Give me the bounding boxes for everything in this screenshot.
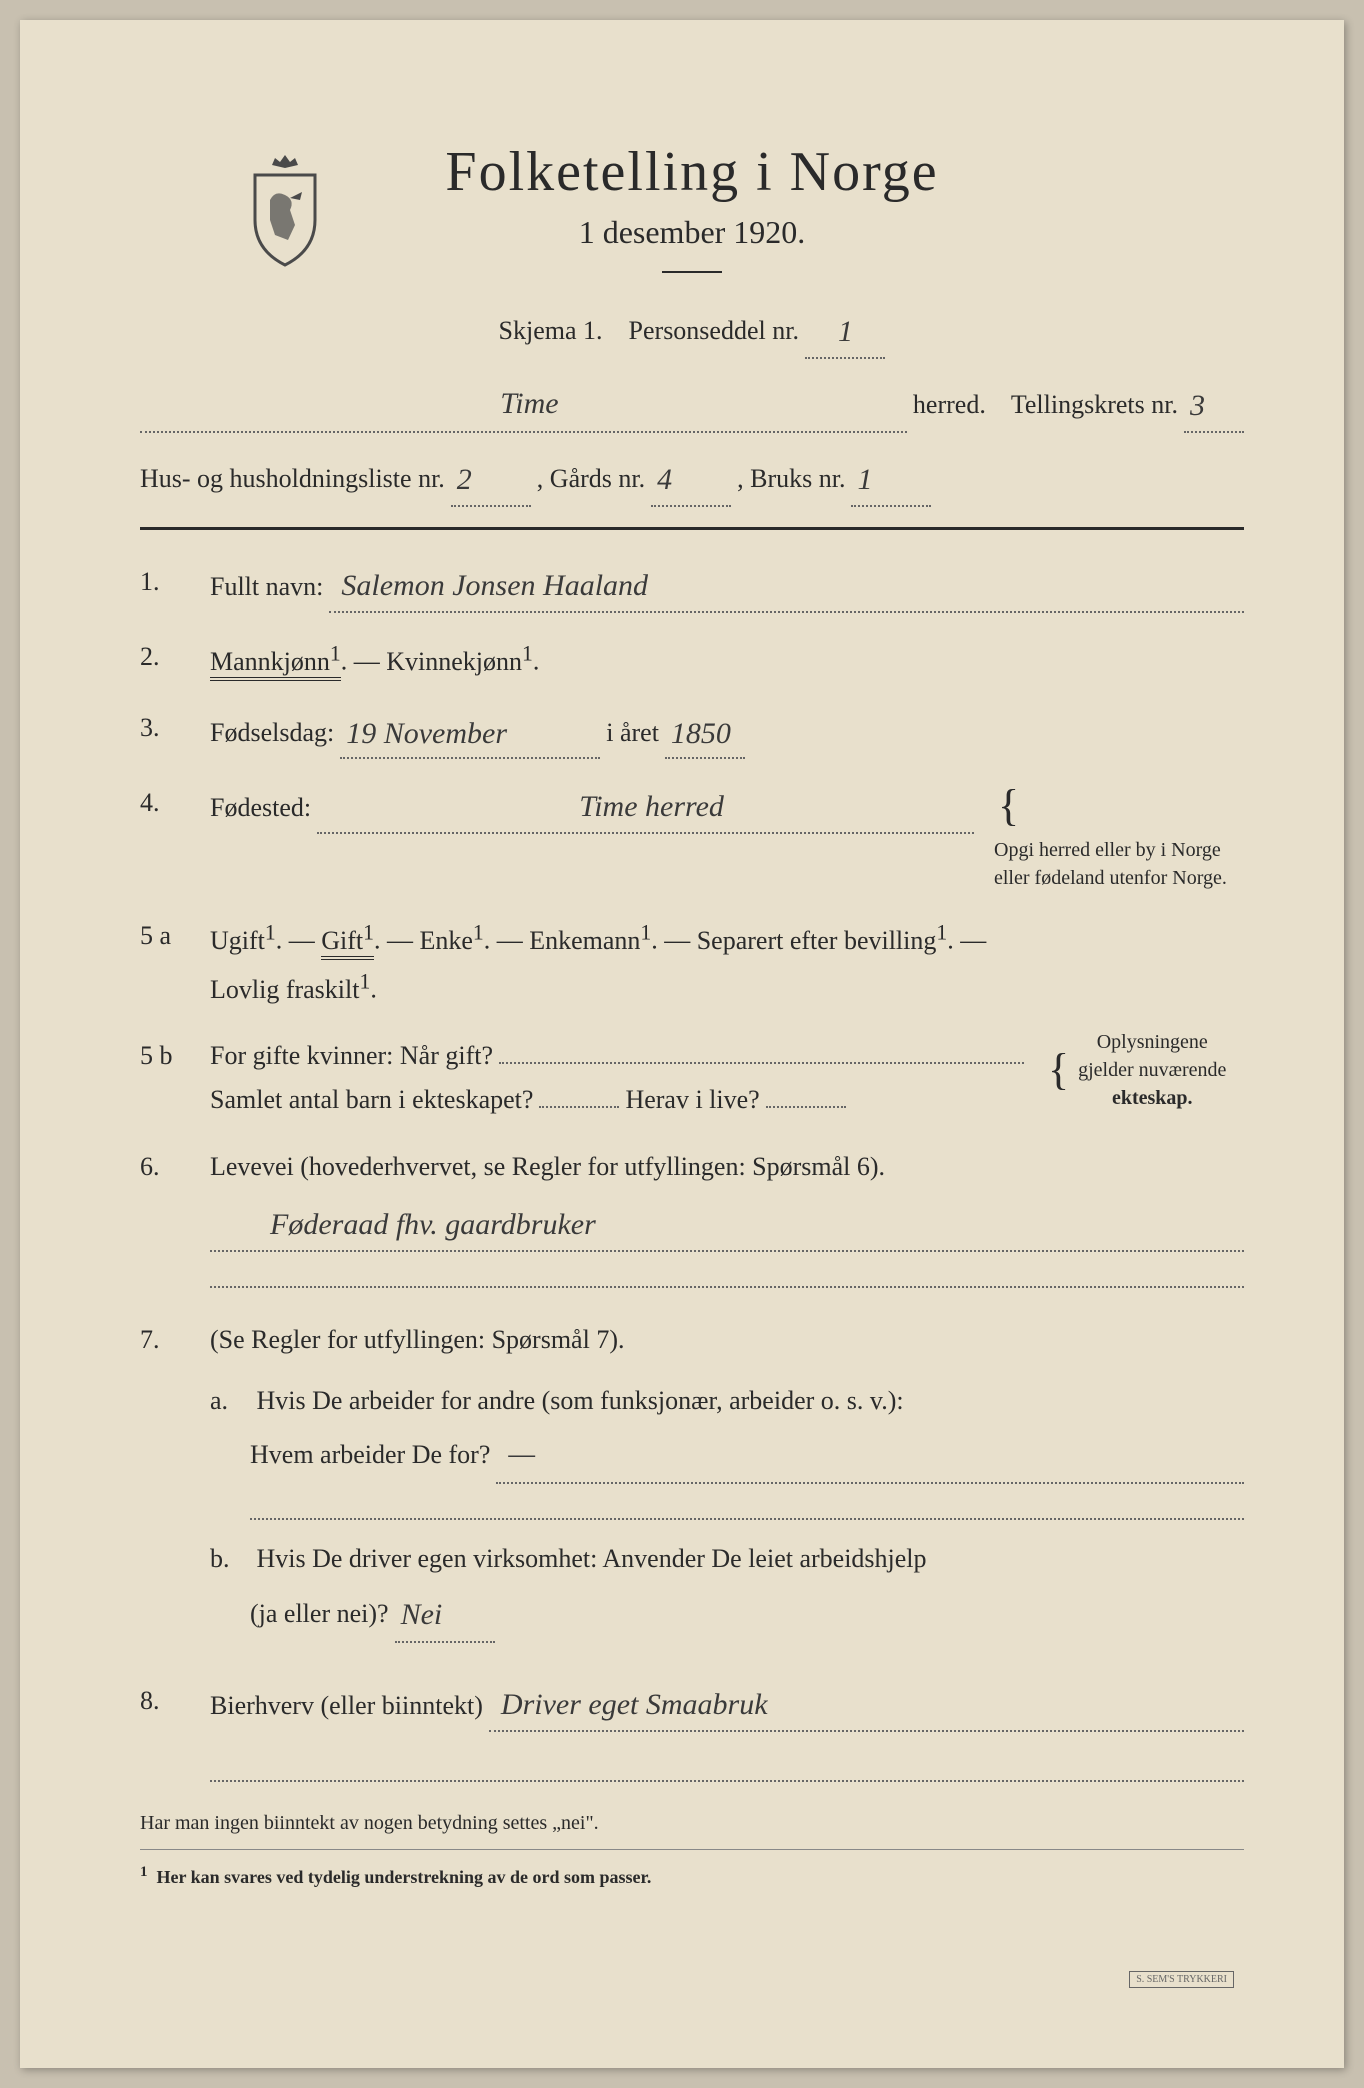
skjema-line: Skjema 1. Personseddel nr. 1 [140,303,1244,359]
q7a-value: — [496,1425,1244,1484]
q3-day-field: 19 November [340,706,600,759]
q7a-letter: a. [210,1376,250,1425]
herred-line: Time herred. Tellingskrets nr. 3 [140,377,1244,433]
q6-label: Levevei (hovederhvervet, se Regler for u… [210,1152,885,1181]
q1-label: Fullt navn: [210,565,323,609]
foot-rule [140,1849,1244,1850]
gards-field: 4 [651,451,731,507]
bruks-field: 1 [851,451,931,507]
q8-value: Driver eget Smaabruk [489,1679,1244,1732]
footnote-2: 1 Her kan svares ved tydelig understrekn… [140,1864,1244,1888]
q4-num: 4. [140,781,210,893]
question-5b: 5 b { Oplysningene gjelder nuværende ekt… [140,1034,1244,1122]
q5b-field1 [499,1040,1024,1064]
q5b-field3 [766,1084,846,1108]
q5a-opt1: Ugift1 [210,926,276,955]
footnote-1: Har man ingen biinntekt av nogen betydni… [140,1812,1244,1835]
q7-num: 7. [140,1318,210,1657]
question-6: 6. Levevei (hovederhvervet, se Regler fo… [140,1145,1244,1296]
herred-label: herred. [913,382,986,429]
q5b-note: { Oplysningene gjelder nuværende ekteska… [1044,1028,1244,1112]
q6-blank-line [210,1260,1244,1288]
q7a-line1: Hvis De arbeider for andre (som funksjon… [257,1386,904,1415]
bruks-label: , Bruks nr. [737,456,845,503]
q7b-field: Nei [395,1584,495,1643]
q5b-field2 [539,1084,619,1108]
hus-label: Hus- og husholdningsliste nr. [140,456,445,503]
q4-value: Time herred [317,781,974,834]
q5a-num: 5 a [140,914,210,1012]
tellingskrets-label: Tellingskrets nr. [1011,382,1178,429]
top-rule [140,527,1244,530]
question-5a: 5 a Ugift1. — Gift1. — Enke1. — Enkemann… [140,914,1244,1012]
question-8: 8. Bierhverv (eller biinntekt) Driver eg… [140,1679,1244,1732]
personseddel-value: 1 [838,315,853,348]
q3-label: Fødselsdag: [210,711,334,755]
q7a: a. Hvis De arbeider for andre (som funks… [210,1376,1244,1520]
question-2: 2. Mannkjønn1. — Kvinnekjønn1. [140,635,1244,684]
q2-male: Mannkjønn1 [210,647,341,681]
census-form-page: Folketelling i Norge 1 desember 1920. Sk… [20,20,1344,2068]
personseddel-field: 1 [805,303,885,359]
q7-label: (Se Regler for utfyllingen: Spørsmål 7). [210,1325,624,1354]
q7b: b. Hvis De driver egen virksomhet: Anven… [210,1534,1244,1642]
q5a-opt2: Gift1 [321,926,374,960]
gards-value: 4 [657,463,672,496]
hus-line: Hus- og husholdningsliste nr. 2 , Gårds … [140,451,1244,507]
q7b-letter: b. [210,1534,250,1583]
tellingskrets-value: 3 [1190,389,1205,422]
q3-day-value: 19 November [346,717,507,750]
q7b-value: Nei [401,1598,443,1631]
gards-label: , Gårds nr. [537,456,645,503]
bruks-value: 1 [857,463,872,496]
q3-mid: i året [606,711,659,755]
q4-label: Fødested: [210,786,311,830]
question-3: 3. Fødselsdag: 19 November i året 1850 [140,706,1244,759]
q8-num: 8. [140,1679,210,1732]
q7b-line2: (ja eller nei)? [250,1589,389,1638]
personseddel-label: Personseddel nr. [629,316,799,345]
q2-num: 2. [140,635,210,684]
q5b-label1: For gifte kvinner: Når gift? [210,1034,493,1078]
q7a-line2: Hvem arbeider De for? [250,1430,490,1479]
printer-stamp: S. SEM'S TRYKKERI [1129,1971,1234,1988]
q1-num: 1. [140,560,210,613]
skjema-label: Skjema 1. [499,316,603,345]
header-divider [662,271,722,273]
q1-value: Salemon Jonsen Haaland [329,560,1244,613]
herred-value: Time [140,377,907,433]
q5a-opt6: Lovlig fraskilt1 [210,975,370,1004]
tellingskrets-field: 3 [1184,377,1244,433]
q5a-opt4: Enkemann1 [529,926,651,955]
q8-label: Bierhverv (eller biinntekt) [210,1684,483,1728]
q7b-line1: Hvis De driver egen virksomhet: Anvender… [257,1544,927,1573]
question-7: 7. (Se Regler for utfyllingen: Spørsmål … [140,1318,1244,1657]
q8-blank [210,1754,1244,1782]
q5a-opt3: Enke1 [419,926,483,955]
q6-value: Føderaad fhv. gaardbruker [210,1199,1244,1252]
q3-year-value: 1850 [671,717,731,750]
q5b-label2: Samlet antal barn i ekteskapet? [210,1078,533,1122]
q7a-blank [250,1492,1244,1520]
q4-note: { Opgi herred eller by i Norge eller fød… [994,775,1244,893]
q3-num: 3. [140,706,210,759]
q5b-label3: Herav i live? [625,1078,759,1122]
question-1: 1. Fullt navn: Salemon Jonsen Haaland [140,560,1244,613]
coat-of-arms-icon [240,150,330,270]
hus-field: 2 [451,451,531,507]
q3-year-field: 1850 [665,706,745,759]
q5b-num: 5 b [140,1034,210,1122]
q2-female: Kvinnekjønn1 [386,647,533,676]
q6-num: 6. [140,1145,210,1296]
q5a-opt5: Separert efter bevilling1 [697,926,948,955]
question-4: 4. { Opgi herred eller by i Norge eller … [140,781,1244,893]
hus-value: 2 [457,463,472,496]
